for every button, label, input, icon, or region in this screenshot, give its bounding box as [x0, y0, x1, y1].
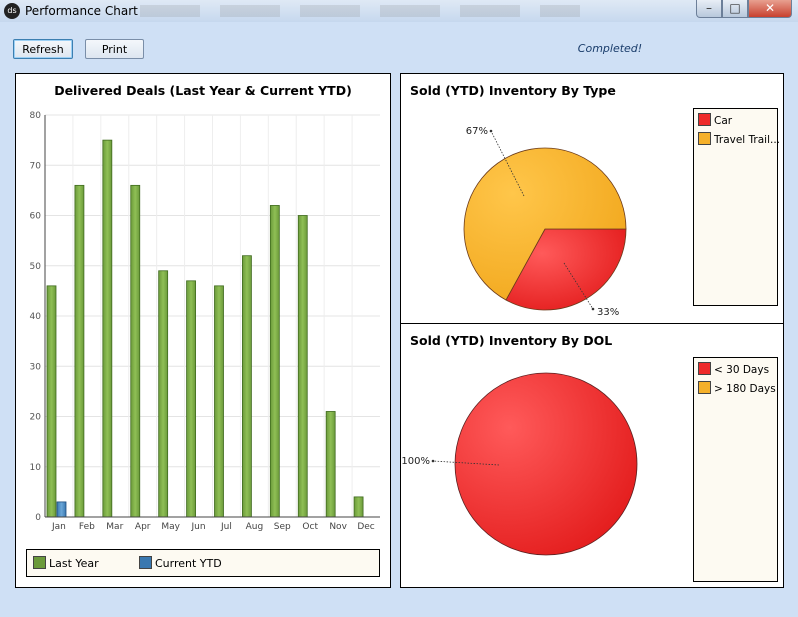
- pie-chart-dol: 100%: [401, 372, 638, 556]
- legend-label: Travel Trail...: [714, 134, 781, 146]
- x-tick-label: Aug: [246, 522, 264, 532]
- x-tick-label: Dec: [357, 522, 374, 532]
- x-tick-label: Nov: [329, 522, 347, 532]
- maximize-button[interactable]: □: [722, 0, 748, 18]
- bar: [158, 270, 169, 518]
- legend-label: Current YTD: [155, 557, 222, 570]
- legend-swatch: [33, 556, 46, 569]
- title-bar: ds Performance Chart – □ ✕: [0, 0, 798, 22]
- pie-value-label: 100%: [401, 456, 430, 467]
- legend-label: < 30 Days: [714, 364, 770, 376]
- legend-swatch: [698, 113, 711, 126]
- print-button[interactable]: Print: [85, 39, 144, 59]
- bar-chart-title: Delivered Deals (Last Year & Current YTD…: [54, 83, 352, 98]
- window-client: Refresh Print Completed! Delivered Deals…: [0, 22, 798, 617]
- x-tick-label: Jun: [191, 522, 206, 532]
- legend-label: > 180 Days: [714, 383, 776, 395]
- bar: [242, 255, 252, 518]
- window-title: Performance Chart: [25, 4, 138, 18]
- delivered-deals-panel: Delivered Deals (Last Year & Current YTD…: [15, 73, 391, 588]
- x-tick-label: Jan: [51, 522, 66, 532]
- legend-item-travel-trailer: Travel Trail...: [698, 132, 780, 146]
- legend-item-under-30-days: < 30 Days: [698, 362, 769, 376]
- bar-chart: 0 10 20 30 40 50 60 70 80 Jan Feb Mar Apr May Jun Jul Au…: [30, 111, 380, 532]
- leader-line: [490, 130, 525, 197]
- x-tick-label: May: [161, 522, 180, 532]
- y-tick-label: 60: [30, 212, 42, 222]
- bar: [102, 139, 113, 518]
- pie-type-legend: Car Travel Trail...: [693, 108, 780, 306]
- pie-dol-legend: < 30 Days > 180 Days: [693, 357, 778, 582]
- background-tabs-ghost: [140, 5, 580, 17]
- legend-label: Last Year: [49, 557, 99, 570]
- leader-dot: [591, 307, 595, 311]
- y-tick-label: 0: [35, 513, 41, 523]
- bar: [186, 280, 196, 518]
- x-tick-label: Mar: [106, 522, 123, 532]
- x-tick-label: Sep: [274, 522, 291, 532]
- pie-dol-title: Sold (YTD) Inventory By DOL: [410, 333, 613, 348]
- legend-item-last-year: Last Year: [33, 556, 99, 570]
- y-tick-label: 20: [30, 413, 42, 423]
- legend-label: Car: [714, 115, 733, 127]
- y-tick-label: 40: [30, 312, 42, 322]
- pie-slice: [454, 372, 638, 556]
- pie-slice: [505, 228, 627, 311]
- refresh-button[interactable]: Refresh: [13, 39, 73, 59]
- bar: [353, 496, 364, 518]
- bar: [325, 411, 336, 518]
- y-tick-label: 10: [30, 463, 42, 473]
- bar: [297, 215, 308, 518]
- y-tick-label: 80: [30, 111, 42, 121]
- pie-slice: [463, 147, 627, 301]
- bar-chart-legend: Last Year Current YTD: [26, 549, 380, 577]
- x-tick-label: Oct: [302, 522, 318, 532]
- bar: [269, 205, 280, 518]
- leader-dot: [489, 129, 493, 133]
- bar: [46, 285, 57, 518]
- legend-swatch: [139, 556, 152, 569]
- legend-item-current-ytd: Current YTD: [139, 556, 222, 570]
- bar: [56, 501, 67, 518]
- pie-chart-type: 33% 67%: [463, 126, 627, 318]
- leader-dot: [431, 459, 435, 463]
- legend-item-car: Car: [698, 113, 732, 127]
- y-tick-label: 50: [30, 262, 42, 272]
- y-tick-label: 70: [30, 161, 42, 171]
- inventory-by-dol-panel: Sold (YTD) Inventory By DOL 100% < 30 Da…: [400, 323, 784, 588]
- bar: [130, 184, 141, 518]
- bar: [214, 285, 224, 518]
- status-text: Completed!: [577, 42, 643, 55]
- bar: [74, 184, 85, 518]
- inventory-by-type-panel: Sold (YTD) Inventory By Type 33% 67% Car …: [400, 73, 784, 333]
- x-tick-label: Feb: [79, 522, 95, 532]
- leader-line: [563, 262, 594, 310]
- pie-value-label: 67%: [466, 126, 488, 137]
- legend-item-over-180-days: > 180 Days: [698, 381, 776, 395]
- close-button[interactable]: ✕: [748, 0, 792, 18]
- pie-type-title: Sold (YTD) Inventory By Type: [410, 83, 616, 98]
- y-tick-label: 30: [30, 362, 42, 372]
- leader-line: [432, 460, 500, 466]
- x-tick-label: Jul: [220, 522, 232, 532]
- minimize-button[interactable]: –: [696, 0, 722, 18]
- legend-swatch: [698, 132, 711, 145]
- x-tick-label: Apr: [135, 522, 151, 532]
- legend-swatch: [698, 362, 711, 375]
- app-icon: ds: [4, 3, 20, 19]
- pie-value-label: 33%: [597, 307, 619, 318]
- legend-swatch: [698, 381, 711, 394]
